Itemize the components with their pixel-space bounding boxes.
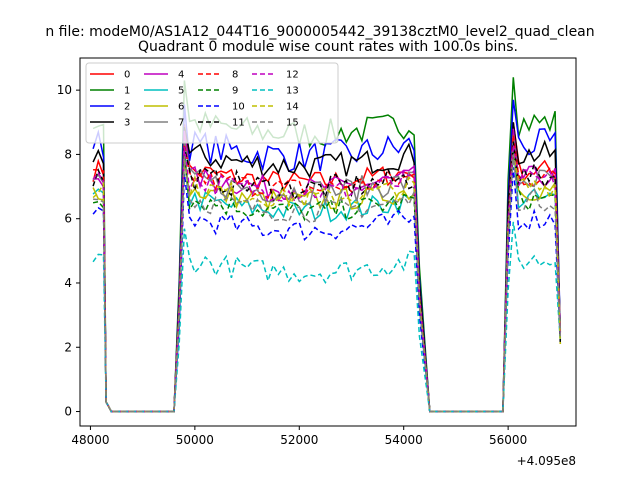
y-tick-label: 10 <box>57 83 72 97</box>
legend-label-13: 13 <box>286 86 299 97</box>
legend-label-2: 2 <box>124 102 130 113</box>
series-line-4 <box>93 128 562 413</box>
y-tick-label: 4 <box>64 276 72 290</box>
axes-frame <box>79 57 577 427</box>
series-layer <box>92 77 562 413</box>
y-tick-label: 0 <box>64 405 72 419</box>
legend-label-11: 11 <box>232 118 245 129</box>
y-axis-ticks: 0 2 4 6 8 10 <box>57 83 80 419</box>
legend-label-5: 5 <box>178 86 184 97</box>
x-tick-label: 48000 <box>71 433 109 447</box>
series-line-8 <box>93 135 562 413</box>
series-line-9 <box>92 151 562 413</box>
y-tick-label: 2 <box>64 340 72 354</box>
legend-label-14: 14 <box>286 102 299 113</box>
x-offset-label: +4.095e8 <box>517 454 576 468</box>
series-line-13 <box>92 221 562 413</box>
y-tick-label: 8 <box>64 147 72 161</box>
legend-label-3: 3 <box>124 118 130 129</box>
series-line-3 <box>92 122 562 413</box>
x-tick-label: 52000 <box>280 433 318 447</box>
legend-label-9: 9 <box>232 86 238 97</box>
x-axis-ticks: 48000 50000 52000 54000 56000 <box>71 426 527 447</box>
x-tick-label: 56000 <box>489 433 527 447</box>
legend-box <box>85 62 339 144</box>
legend-label-7: 7 <box>178 118 184 129</box>
legend-label-6: 6 <box>178 102 184 113</box>
legend-label-4: 4 <box>178 70 184 81</box>
legend-label-8: 8 <box>232 70 238 81</box>
x-tick-label: 50000 <box>176 433 214 447</box>
x-tick-label: 54000 <box>385 433 423 447</box>
chart-suptitle: n file: modeM0/AS1A12_044T16_9000005442_… <box>45 24 594 40</box>
legend-label-12: 12 <box>286 70 299 81</box>
legend-label-10: 10 <box>232 102 245 113</box>
legend-label-0: 0 <box>124 70 130 81</box>
legend-label-1: 1 <box>124 86 130 97</box>
series-line-0 <box>92 122 562 413</box>
series-line-14 <box>92 154 562 413</box>
y-tick-label: 6 <box>64 212 72 226</box>
series-line-7 <box>92 135 562 413</box>
legend-label-15: 15 <box>286 118 299 129</box>
series-line-11 <box>92 141 562 413</box>
series-line-2 <box>92 99 562 413</box>
chart-title: Quadrant 0 module wise count rates with … <box>138 39 518 55</box>
